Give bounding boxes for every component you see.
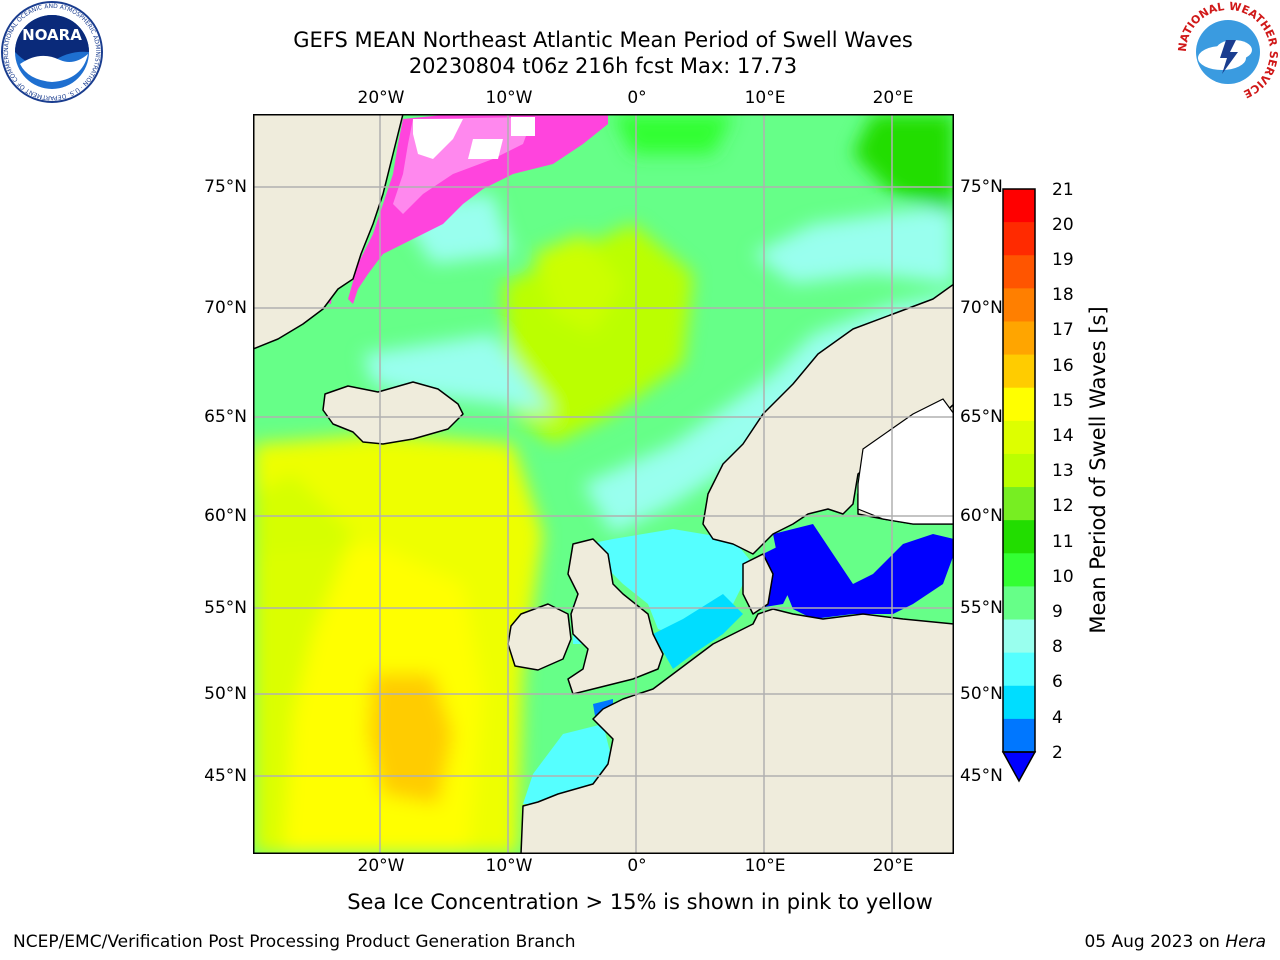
lat-tick-right: 65°N: [960, 407, 1003, 427]
swell-period-map: [253, 114, 954, 854]
colorbar-bin: [1003, 255, 1035, 289]
colorbar-title: Mean Period of Swell Waves [s]: [1086, 306, 1110, 634]
colorbar-label: 4: [1052, 708, 1063, 728]
date-text: 05 Aug 2023 on: [1084, 932, 1226, 952]
colorbar-bin: [1003, 453, 1035, 488]
lon-tick-bottom: 20°E: [872, 856, 914, 876]
colorbar: [1001, 188, 1037, 783]
lon-tick-top: 10°W: [485, 88, 533, 108]
lat-tick-left: 50°N: [204, 684, 247, 704]
colorbar-bin: [1003, 189, 1035, 223]
colorbar-bin: [1003, 553, 1035, 587]
nws-logo: NATIONAL WEATHER SERVICE: [1176, 0, 1280, 102]
lon-tick-top: 10°E: [744, 88, 786, 108]
lat-tick-left: 55°N: [204, 598, 247, 618]
colorbar-label: 20: [1052, 215, 1074, 235]
colorbar-bin: [1003, 354, 1035, 389]
colorbar-label: 21: [1052, 180, 1074, 200]
chart-subtitle: 20230804 t06z 216h fcst Max: 17.73: [408, 54, 798, 78]
lat-tick-left: 65°N: [204, 407, 247, 427]
colorbar-label: 13: [1052, 461, 1074, 481]
colorbar-label: 12: [1052, 496, 1074, 516]
svg-text:NOARA: NOARA: [22, 26, 82, 44]
lat-tick-right: 45°N: [960, 766, 1003, 786]
lat-tick-left: 75°N: [204, 177, 247, 197]
colorbar-bin: [1003, 387, 1035, 422]
chart-title: GEFS MEAN Northeast Atlantic Mean Period…: [293, 28, 913, 52]
lon-tick-bottom: 0°: [627, 856, 647, 876]
lat-tick-left: 60°N: [204, 506, 247, 526]
lat-tick-right: 75°N: [960, 177, 1003, 197]
colorbar-label: 17: [1052, 320, 1074, 340]
colorbar-label: 18: [1052, 285, 1074, 305]
colorbar-bin: [1003, 718, 1035, 753]
lat-tick-right: 50°N: [960, 684, 1003, 704]
lon-tick-bottom: 10°E: [744, 856, 786, 876]
noaa-logo: NATIONAL OCEANIC AND ATMOSPHERIC ADMINIS…: [0, 0, 103, 103]
colorbar-bin: [1003, 520, 1035, 554]
colorbar-label: 11: [1052, 532, 1074, 552]
colorbar-bin: [1003, 652, 1035, 687]
colorbar-bin: [1003, 321, 1035, 356]
lat-tick-right: 60°N: [960, 506, 1003, 526]
colorbar-label: 19: [1052, 250, 1074, 270]
colorbar-bin: [1003, 619, 1035, 654]
colorbar-bin: [1003, 586, 1035, 621]
lon-tick-top: 20°W: [357, 88, 405, 108]
lat-tick-left: 45°N: [204, 766, 247, 786]
lon-tick-top: 0°: [627, 88, 647, 108]
colorbar-label: 8: [1052, 637, 1063, 657]
credit-line: NCEP/EMC/Verification Post Processing Pr…: [13, 932, 576, 952]
lon-tick-bottom: 20°W: [357, 856, 405, 876]
lon-tick-top: 20°E: [872, 88, 914, 108]
machine-name: Hera: [1225, 932, 1266, 952]
colorbar-label: 10: [1052, 567, 1074, 587]
colorbar-label: 6: [1052, 672, 1063, 692]
colorbar-label: 2: [1052, 743, 1063, 763]
colorbar-bin: [1003, 222, 1035, 256]
lat-tick-right: 55°N: [960, 598, 1003, 618]
lon-tick-bottom: 10°W: [485, 856, 533, 876]
sea-ice-note: Sea Ice Concentration > 15% is shown in …: [347, 890, 933, 914]
colorbar-label: 14: [1052, 426, 1074, 446]
colorbar-bin: [1003, 487, 1035, 521]
colorbar-bin: [1003, 420, 1035, 455]
date-stamp: 05 Aug 2023 on Hera: [1084, 932, 1266, 952]
colorbar-bin: [1003, 685, 1035, 720]
colorbar-label: 15: [1052, 391, 1074, 411]
colorbar-bin: [1003, 288, 1035, 322]
colorbar-label: 9: [1052, 602, 1063, 622]
lat-tick-right: 70°N: [960, 298, 1003, 318]
lat-tick-left: 70°N: [204, 298, 247, 318]
colorbar-label: 16: [1052, 356, 1074, 376]
